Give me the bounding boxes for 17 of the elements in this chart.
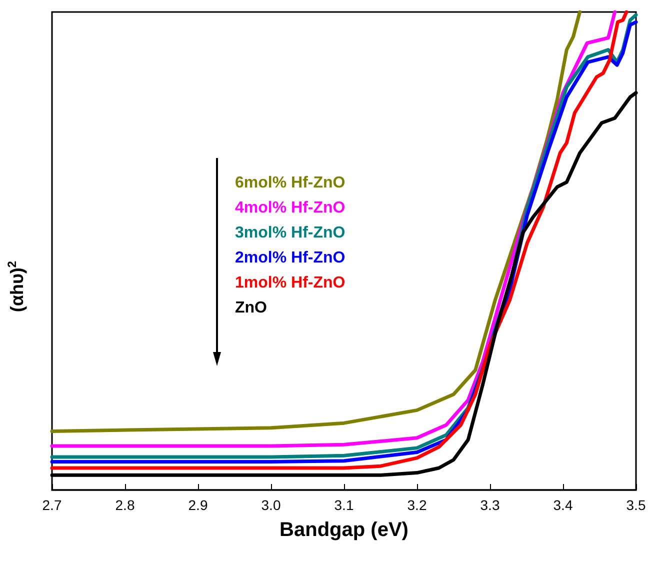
x-tick-label: 3.1 xyxy=(334,497,354,513)
text: 6mol% Hf-ZnO xyxy=(235,174,346,192)
x-tick-label: 3.5 xyxy=(626,497,646,513)
y-axis-title: (αhυ)2 xyxy=(5,260,27,312)
text: 1mol% Hf-ZnO xyxy=(235,274,346,292)
x-tick-label: 3.2 xyxy=(407,497,427,513)
text: 4mol% Hf-ZnO xyxy=(235,200,346,216)
x-tick-label: 2.9 xyxy=(188,497,208,513)
x-tick-label: 3.3 xyxy=(480,497,500,513)
x-axis-title: Bandgap (eV) xyxy=(280,519,408,541)
x-tick-label: 3.4 xyxy=(553,497,573,513)
x-tick-label: 2.7 xyxy=(42,497,62,513)
text: 2mol% Hf-ZnO xyxy=(235,250,346,266)
text: ZnO xyxy=(235,300,267,316)
x-tick-label: 2.8 xyxy=(115,497,135,513)
x-tick-label: 3.0 xyxy=(261,497,281,513)
text: 3mol% Hf-ZnO xyxy=(235,224,346,242)
